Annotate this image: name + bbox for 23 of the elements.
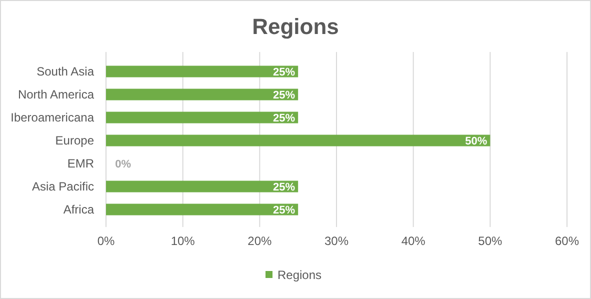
x-tick-label: 30% (324, 234, 349, 248)
y-tick-label: North America (18, 88, 94, 102)
data-label: 25% (273, 112, 296, 124)
data-label: 25% (273, 66, 296, 78)
x-tick-label: 10% (170, 234, 196, 248)
data-label: 50% (465, 135, 488, 148)
y-tick-label: EMR (67, 156, 94, 171)
y-tick-label: Europe (55, 134, 94, 148)
x-tick-label: 60% (554, 234, 580, 248)
data-label: 0% (115, 158, 132, 170)
x-tick-label: 50% (478, 234, 502, 248)
y-tick-label: Africa (63, 202, 94, 217)
data-label: 25% (273, 89, 296, 102)
legend-label: Regions (278, 268, 322, 282)
y-tick-label: Asia Pacific (32, 180, 94, 194)
data-label: 25% (273, 181, 296, 194)
chart-title: Regions (252, 14, 339, 39)
data-label: 25% (273, 204, 296, 216)
x-tick-label: 40% (401, 234, 426, 248)
y-tick-label: South Asia (36, 64, 94, 79)
y-tick-label: Iberoamericana (10, 110, 94, 125)
x-tick-label: 0% (97, 234, 115, 248)
x-tick-label: 20% (248, 234, 272, 248)
